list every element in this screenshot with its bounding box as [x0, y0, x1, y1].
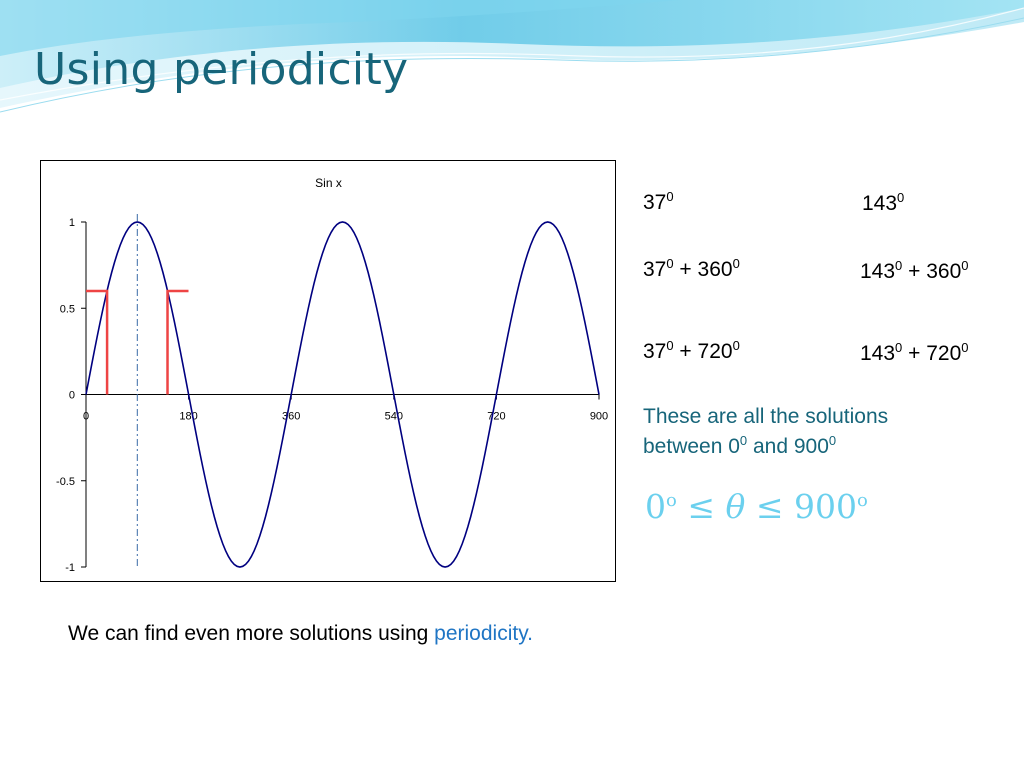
x-tick-label: 540	[385, 411, 403, 423]
domain-inequality: 0o ≤ θ ≤ 900o	[645, 487, 868, 526]
solution-marker-143	[166, 289, 189, 395]
solution-37-plus-720: 370 + 7200	[643, 338, 740, 363]
solution-37: 370	[643, 189, 674, 214]
solution-marker-37	[86, 289, 109, 395]
chart-title: Sin x	[315, 176, 342, 190]
y-tick-label: -0.5	[56, 476, 75, 488]
x-tick-label: 720	[487, 411, 505, 423]
solution-143: 1430	[862, 190, 905, 215]
x-tick-label: 360	[282, 411, 300, 423]
solution-143-plus-360: 1430 + 3600	[860, 258, 969, 283]
solution-37-plus-360: 370 + 3600	[643, 256, 740, 281]
note-line-1: These are all the solutions	[643, 405, 889, 428]
slide-title: Using periodicity	[34, 44, 409, 95]
sine-chart: Sin x 1 0.5 0 -0.5 -1 0 180 360 540 720 900	[40, 160, 616, 582]
sine-curve	[85, 221, 600, 568]
footer-text: We can find even more solutions using pe…	[68, 622, 533, 645]
solutions-note: These are all the solutions between 00 a…	[643, 402, 983, 462]
note-line-2: between 00 and 9000	[643, 433, 837, 458]
periodicity-highlight: periodicity.	[434, 622, 533, 645]
solution-143-plus-720: 1430 + 7200	[860, 340, 969, 365]
y-tick-label: 1	[69, 217, 75, 229]
x-tick-label: 180	[179, 411, 197, 423]
x-tick-label: 900	[590, 411, 608, 423]
y-tick-label: 0.5	[60, 303, 75, 315]
x-tick-label: 0	[83, 411, 89, 423]
header-wave-decoration	[0, 0, 1024, 113]
y-tick-label: -1	[65, 562, 75, 574]
y-tick-label: 0	[69, 390, 75, 402]
chart-canvas: Sin x 1 0.5 0 -0.5 -1 0 180 360 540 720 900	[56, 176, 608, 574]
